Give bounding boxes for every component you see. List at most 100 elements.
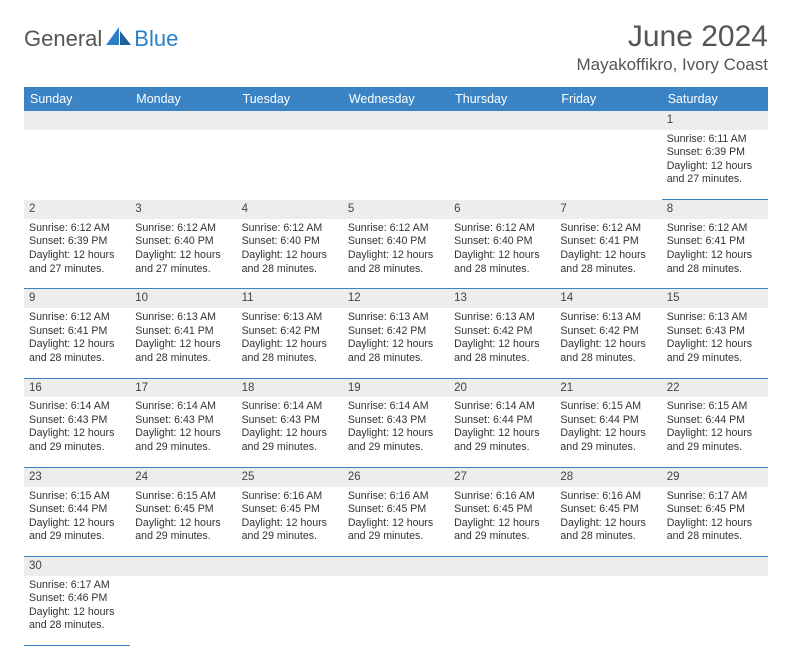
sunrise-line: Sunrise: 6:12 AM	[242, 222, 338, 236]
weekday-header: Wednesday	[343, 87, 449, 111]
sunset-line: Sunset: 6:43 PM	[242, 414, 338, 428]
sunset-line: Sunset: 6:45 PM	[454, 503, 550, 517]
daylight-line2: and 29 minutes.	[29, 441, 125, 455]
daylight-line2: and 29 minutes.	[29, 530, 125, 544]
sunset-line: Sunset: 6:40 PM	[135, 235, 231, 249]
sunset-line: Sunset: 6:41 PM	[560, 235, 656, 249]
daylight-line2: and 28 minutes.	[667, 263, 763, 277]
sunrise-line: Sunrise: 6:13 AM	[135, 311, 231, 325]
daylight-line2: and 29 minutes.	[348, 441, 444, 455]
sunset-line: Sunset: 6:41 PM	[667, 235, 763, 249]
day-number-cell: 26	[343, 467, 449, 486]
daylight-line1: Daylight: 12 hours	[242, 338, 338, 352]
daylight-line2: and 28 minutes.	[135, 352, 231, 366]
daylight-line1: Daylight: 12 hours	[29, 517, 125, 531]
day-detail-cell	[237, 130, 343, 200]
day-number-cell: 28	[555, 467, 661, 486]
day-number-cell: 18	[237, 378, 343, 397]
sunrise-line: Sunrise: 6:16 AM	[348, 490, 444, 504]
daylight-line1: Daylight: 12 hours	[560, 427, 656, 441]
day-detail-cell: Sunrise: 6:16 AMSunset: 6:45 PMDaylight:…	[343, 487, 449, 557]
daylight-line1: Daylight: 12 hours	[454, 517, 550, 531]
day-number-row: 23242526272829	[24, 467, 768, 486]
daylight-line2: and 28 minutes.	[560, 352, 656, 366]
sunset-line: Sunset: 6:45 PM	[242, 503, 338, 517]
sunrise-line: Sunrise: 6:16 AM	[560, 490, 656, 504]
day-detail-cell: Sunrise: 6:16 AMSunset: 6:45 PMDaylight:…	[237, 487, 343, 557]
day-detail-cell: Sunrise: 6:14 AMSunset: 6:43 PMDaylight:…	[130, 397, 236, 467]
day-number-cell	[237, 111, 343, 130]
daylight-line2: and 27 minutes.	[29, 263, 125, 277]
daylight-line1: Daylight: 12 hours	[135, 338, 231, 352]
daylight-line2: and 29 minutes.	[667, 441, 763, 455]
day-number-cell: 13	[449, 289, 555, 308]
daylight-line1: Daylight: 12 hours	[454, 338, 550, 352]
daylight-line1: Daylight: 12 hours	[242, 427, 338, 441]
sunrise-line: Sunrise: 6:14 AM	[29, 400, 125, 414]
day-number-cell: 11	[237, 289, 343, 308]
daylight-line2: and 29 minutes.	[242, 530, 338, 544]
day-detail-cell	[662, 576, 768, 646]
day-number-cell	[130, 111, 236, 130]
day-detail-cell: Sunrise: 6:17 AMSunset: 6:45 PMDaylight:…	[662, 487, 768, 557]
logo-sail-icon	[106, 27, 132, 52]
daylight-line1: Daylight: 12 hours	[667, 249, 763, 263]
sunset-line: Sunset: 6:39 PM	[667, 146, 763, 160]
daylight-line1: Daylight: 12 hours	[29, 249, 125, 263]
day-detail-cell: Sunrise: 6:13 AMSunset: 6:42 PMDaylight:…	[449, 308, 555, 378]
day-detail-cell: Sunrise: 6:13 AMSunset: 6:42 PMDaylight:…	[555, 308, 661, 378]
day-detail-cell: Sunrise: 6:13 AMSunset: 6:42 PMDaylight:…	[237, 308, 343, 378]
sunset-line: Sunset: 6:44 PM	[454, 414, 550, 428]
day-number-cell: 30	[24, 557, 130, 576]
daylight-line2: and 29 minutes.	[667, 352, 763, 366]
day-detail-cell: Sunrise: 6:12 AMSunset: 6:41 PMDaylight:…	[555, 219, 661, 289]
day-number-cell	[449, 111, 555, 130]
daylight-line1: Daylight: 12 hours	[29, 427, 125, 441]
daylight-line1: Daylight: 12 hours	[667, 338, 763, 352]
daylight-line1: Daylight: 12 hours	[348, 338, 444, 352]
day-detail-cell: Sunrise: 6:12 AMSunset: 6:40 PMDaylight:…	[449, 219, 555, 289]
sunrise-line: Sunrise: 6:12 AM	[29, 311, 125, 325]
daylight-line2: and 28 minutes.	[667, 530, 763, 544]
daylight-line2: and 28 minutes.	[454, 263, 550, 277]
day-number-cell: 2	[24, 200, 130, 219]
sunrise-line: Sunrise: 6:17 AM	[29, 579, 125, 593]
day-number-cell: 16	[24, 378, 130, 397]
day-detail-cell	[343, 130, 449, 200]
day-detail-cell: Sunrise: 6:14 AMSunset: 6:43 PMDaylight:…	[343, 397, 449, 467]
weekday-header: Thursday	[449, 87, 555, 111]
weekday-header: Friday	[555, 87, 661, 111]
sunrise-line: Sunrise: 6:14 AM	[348, 400, 444, 414]
daylight-line1: Daylight: 12 hours	[29, 338, 125, 352]
daylight-line1: Daylight: 12 hours	[348, 517, 444, 531]
day-detail-cell: Sunrise: 6:14 AMSunset: 6:43 PMDaylight:…	[237, 397, 343, 467]
day-number-cell	[237, 557, 343, 576]
sunset-line: Sunset: 6:42 PM	[454, 325, 550, 339]
daylight-line2: and 29 minutes.	[454, 441, 550, 455]
day-number-cell: 10	[130, 289, 236, 308]
title-block: June 2024 Mayakoffikro, Ivory Coast	[577, 20, 768, 75]
sunset-line: Sunset: 6:44 PM	[560, 414, 656, 428]
sunset-line: Sunset: 6:41 PM	[135, 325, 231, 339]
day-number-cell: 5	[343, 200, 449, 219]
day-detail-cell: Sunrise: 6:16 AMSunset: 6:45 PMDaylight:…	[449, 487, 555, 557]
daylight-line2: and 28 minutes.	[454, 352, 550, 366]
day-number-cell	[555, 557, 661, 576]
sunset-line: Sunset: 6:42 PM	[560, 325, 656, 339]
logo-text-blue: Blue	[134, 26, 178, 52]
sunset-line: Sunset: 6:43 PM	[667, 325, 763, 339]
day-detail-cell: Sunrise: 6:13 AMSunset: 6:41 PMDaylight:…	[130, 308, 236, 378]
sunset-line: Sunset: 6:44 PM	[29, 503, 125, 517]
sunrise-line: Sunrise: 6:15 AM	[29, 490, 125, 504]
daylight-line1: Daylight: 12 hours	[348, 427, 444, 441]
daylight-line1: Daylight: 12 hours	[454, 249, 550, 263]
day-number-cell	[130, 557, 236, 576]
day-detail-cell: Sunrise: 6:16 AMSunset: 6:45 PMDaylight:…	[555, 487, 661, 557]
day-number-cell: 3	[130, 200, 236, 219]
logo-text-general: General	[24, 26, 102, 52]
location: Mayakoffikro, Ivory Coast	[577, 55, 768, 75]
day-number-cell: 7	[555, 200, 661, 219]
sunset-line: Sunset: 6:43 PM	[29, 414, 125, 428]
sunrise-line: Sunrise: 6:14 AM	[454, 400, 550, 414]
daylight-line1: Daylight: 12 hours	[454, 427, 550, 441]
